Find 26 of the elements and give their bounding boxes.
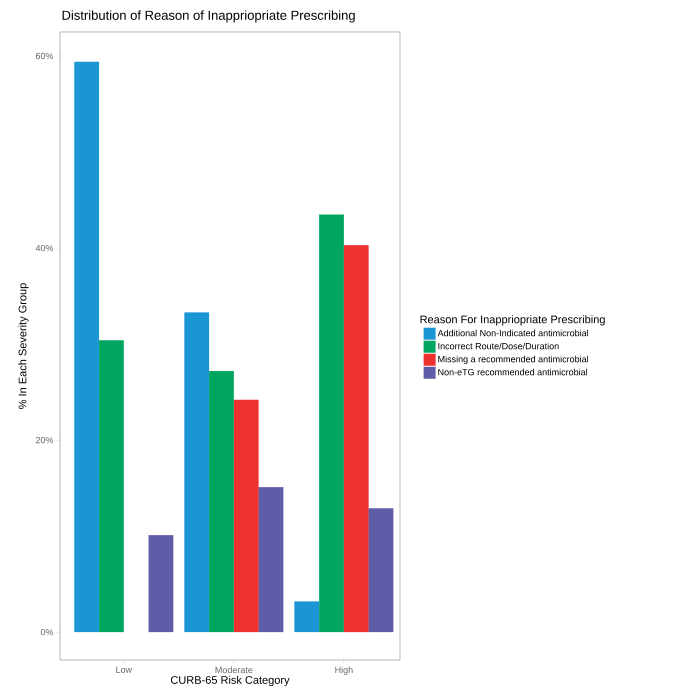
y-axis-title: % In Each Severity Group [18,283,29,409]
legend-label: Additional Non-Indicated antimicrobial [438,330,588,336]
x-tick-label: High [335,666,353,675]
y-tick-label: 40% [36,244,54,252]
bar [234,400,259,632]
legend-title: Reason For Inappriopriate Prescribing [420,315,605,326]
bar [148,535,174,632]
x-tick-label: Low [116,666,132,673]
legend-label: Missing a recommended antimicrobial [438,356,588,364]
legend-label: Non-eTG recommended antimicrobial [438,368,588,376]
bar [258,487,284,632]
legend-label: Incorrect Route/Dose/Duration [438,342,559,350]
bar [99,340,124,632]
bar [344,245,369,632]
y-tick-label: 20% [36,436,54,444]
bar [368,508,394,632]
y-tick-label: 60% [36,52,54,60]
bar [209,370,234,632]
bar [74,62,100,632]
bar [319,214,344,632]
bar [294,601,320,632]
x-tick-label: Moderate [216,666,252,674]
x-axis-title: CURB-65 Risk Category [170,676,290,686]
y-tick-label: 0% [40,628,54,636]
bar [184,312,210,632]
chart-title: Distribution of Reason of Inappriopriate Prescribing [62,10,355,22]
